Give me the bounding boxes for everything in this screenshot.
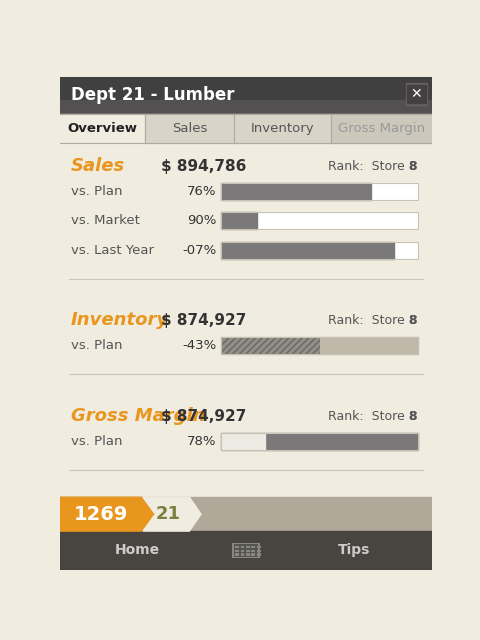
Text: Inventory: Inventory	[71, 311, 169, 329]
Bar	[235, 554, 239, 556]
Text: $ 894,786: $ 894,786	[161, 159, 246, 173]
Bar	[240, 550, 244, 552]
Text: $ 874,927: $ 874,927	[161, 409, 246, 424]
Bar	[252, 554, 255, 556]
Bar	[221, 433, 418, 451]
Bar	[221, 337, 320, 354]
Bar	[257, 550, 261, 552]
Text: vs. Last Year: vs. Last Year	[71, 244, 154, 257]
Bar	[235, 546, 239, 548]
Text: -43%: -43%	[182, 339, 216, 352]
Text: $ 874,927: $ 874,927	[161, 312, 246, 328]
Text: 8: 8	[408, 410, 417, 423]
Text: -07%: -07%	[182, 244, 216, 257]
Text: ✕: ✕	[411, 87, 422, 100]
Bar	[252, 550, 255, 552]
Text: 8: 8	[408, 159, 417, 173]
Bar	[60, 531, 432, 570]
Text: 78%: 78%	[187, 435, 216, 448]
Bar	[246, 546, 250, 548]
Bar	[221, 183, 418, 200]
Bar	[221, 183, 371, 200]
Bar	[235, 550, 239, 552]
Bar	[221, 212, 257, 229]
Text: Rank:  Store 8: Rank: Store 8	[328, 410, 417, 423]
Bar	[240, 546, 244, 548]
Polygon shape	[60, 497, 156, 531]
Bar	[257, 546, 261, 548]
Bar	[145, 114, 234, 143]
Text: vs. Plan: vs. Plan	[71, 435, 122, 448]
Text: Home: Home	[115, 543, 160, 557]
Text: Tips: Tips	[338, 543, 371, 557]
Bar	[60, 497, 432, 531]
Bar	[234, 114, 331, 143]
Bar	[60, 114, 145, 143]
Text: vs. Plan: vs. Plan	[71, 185, 122, 198]
Text: 21: 21	[155, 505, 180, 523]
Bar	[221, 241, 395, 259]
Bar	[246, 554, 250, 556]
Text: 90%: 90%	[187, 214, 216, 227]
Bar	[407, 84, 426, 103]
Bar	[240, 554, 244, 556]
Bar	[232, 543, 260, 558]
Bar	[221, 433, 418, 451]
Bar	[221, 337, 418, 354]
Bar	[221, 337, 418, 354]
Text: 1269: 1269	[73, 505, 128, 524]
Text: Gross Margin: Gross Margin	[338, 122, 425, 135]
Bar	[221, 212, 418, 229]
Bar	[331, 114, 432, 143]
Text: Inventory: Inventory	[251, 122, 314, 135]
Bar	[60, 100, 432, 114]
Text: vs. Plan: vs. Plan	[71, 339, 122, 352]
Text: Overview: Overview	[68, 122, 138, 135]
Text: Rank:  Store 8: Rank: Store 8	[328, 159, 417, 173]
Bar	[234, 544, 258, 557]
Text: 76%: 76%	[187, 185, 216, 198]
Text: Sales: Sales	[71, 157, 125, 175]
Bar	[257, 554, 261, 556]
Bar	[406, 83, 427, 104]
Bar	[60, 77, 432, 114]
Text: Sales: Sales	[172, 122, 207, 135]
Text: Gross Margin: Gross Margin	[71, 408, 205, 426]
Text: vs. Market: vs. Market	[71, 214, 140, 227]
Polygon shape	[143, 497, 201, 531]
Bar	[221, 433, 264, 451]
Bar	[246, 550, 250, 552]
Bar	[252, 546, 255, 548]
Text: 8: 8	[408, 314, 417, 326]
Bar	[221, 241, 418, 259]
Bar	[221, 241, 418, 259]
Bar	[221, 183, 418, 200]
Text: Rank:  Store 8: Rank: Store 8	[328, 314, 417, 326]
Text: Dept 21 - Lumber: Dept 21 - Lumber	[71, 86, 234, 104]
Bar	[221, 212, 418, 229]
